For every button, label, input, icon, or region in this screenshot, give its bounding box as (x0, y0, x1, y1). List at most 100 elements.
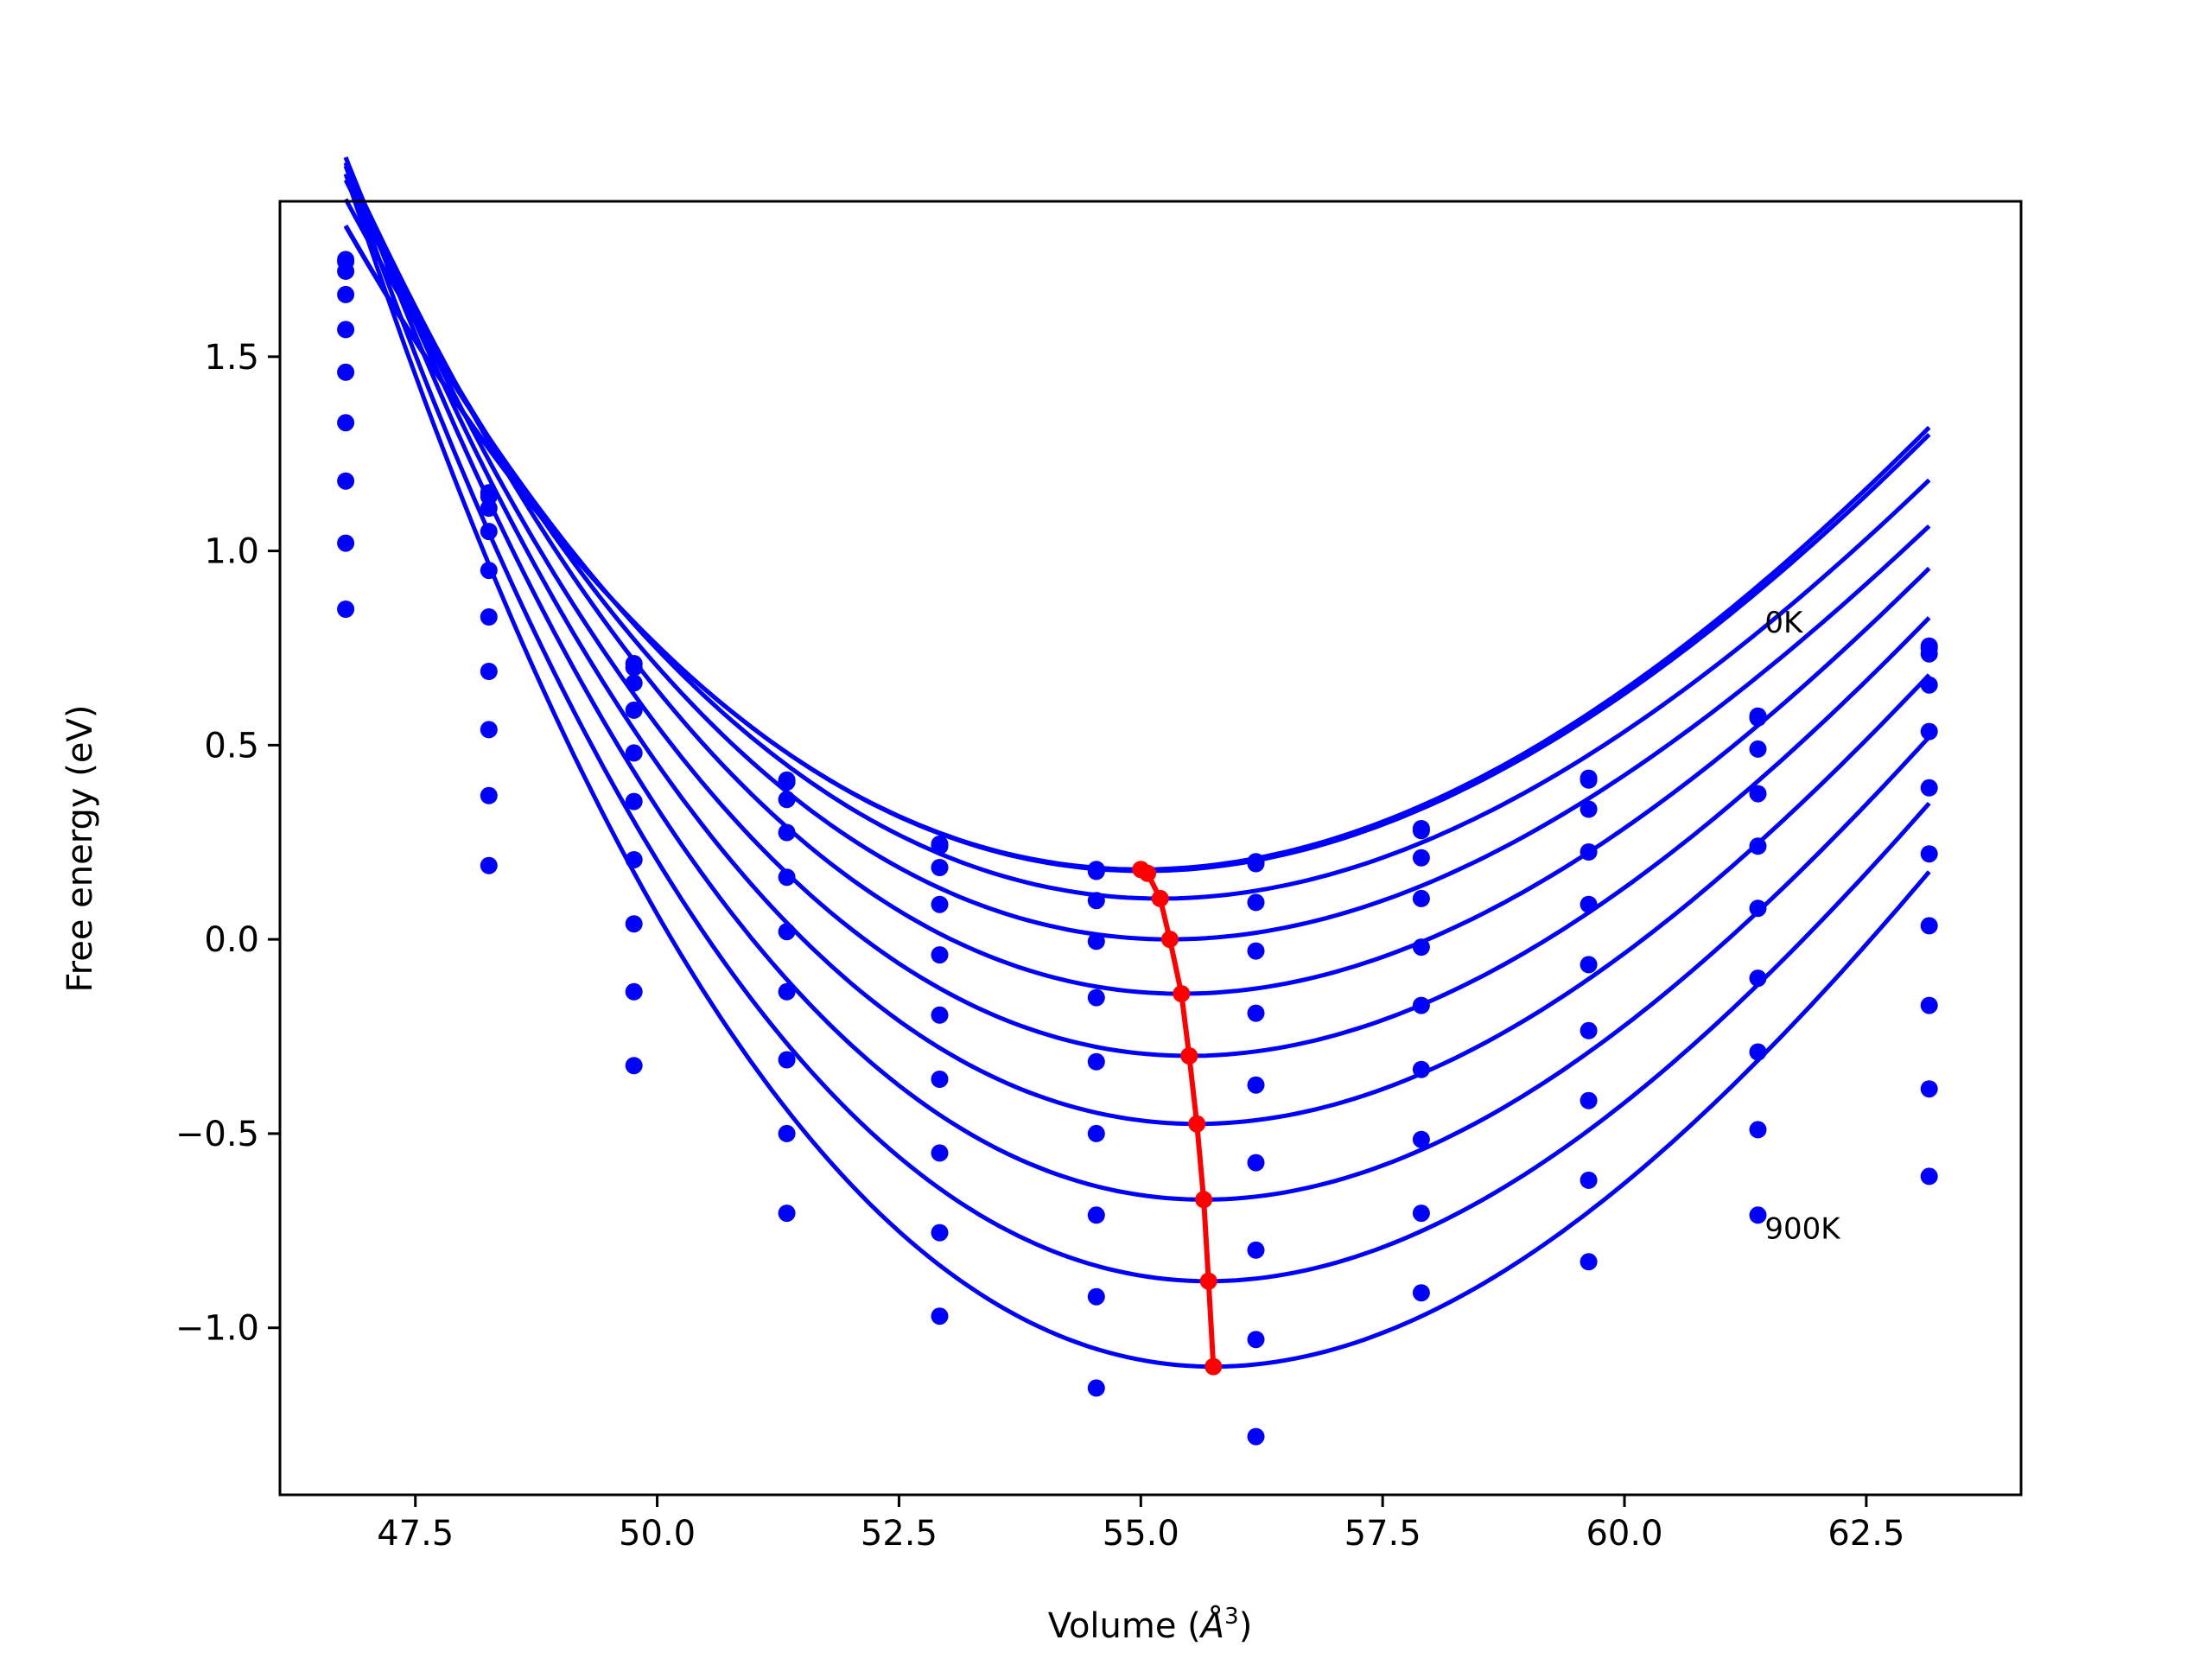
data-point (1247, 1331, 1265, 1349)
data-point (1247, 1427, 1265, 1446)
data-point (1749, 969, 1767, 988)
data-point (480, 608, 498, 626)
data-point (1920, 845, 1938, 863)
fit-curve-6 (343, 162, 1931, 1058)
x-tick-label: 62.5 (1827, 1514, 1904, 1554)
data-point (778, 791, 796, 809)
data-point (1580, 800, 1598, 818)
data-point (1749, 899, 1767, 918)
axes-frame (278, 200, 2023, 1497)
data-point (625, 744, 643, 762)
data-point (778, 1205, 796, 1223)
data-points (337, 251, 1938, 1446)
data-point (337, 472, 355, 490)
minimum-point (1160, 931, 1179, 949)
fit-curve-7 (343, 156, 1931, 1127)
data-point (625, 674, 643, 692)
data-point (1920, 676, 1938, 694)
fit-curve-3 (343, 198, 1931, 901)
data-point (480, 562, 498, 580)
data-point (1412, 1130, 1430, 1148)
data-point (1412, 822, 1430, 840)
fit-curve-10 (343, 173, 1931, 1370)
minimum-path-line (1139, 867, 1217, 1367)
data-point (480, 499, 498, 518)
y-axis-label: Free energy (eV) (60, 705, 100, 993)
data-point (1920, 1167, 1938, 1185)
data-point (1412, 938, 1430, 957)
data-point (1247, 893, 1265, 912)
data-point (337, 262, 355, 280)
data-point (931, 1144, 949, 1162)
fit-curve-4 (343, 179, 1931, 942)
data-point (1749, 709, 1767, 727)
data-point (337, 534, 355, 552)
x-tick-label: 52.5 (861, 1514, 938, 1554)
data-point (931, 1224, 949, 1242)
data-point (1247, 1004, 1265, 1022)
data-point (625, 1057, 643, 1075)
data-point (1087, 1052, 1105, 1071)
data-point (778, 1124, 796, 1142)
data-point (625, 792, 643, 810)
y-tick-label: 0.0 (204, 920, 259, 960)
data-point (778, 923, 796, 941)
data-point (480, 856, 498, 874)
data-point (1580, 1171, 1598, 1189)
data-point (1412, 1060, 1430, 1078)
data-point (1412, 1284, 1430, 1302)
data-point (625, 658, 643, 677)
data-point (1247, 1154, 1265, 1172)
y-tick-label: −1.0 (175, 1309, 259, 1349)
x-tick-label: 60.0 (1586, 1514, 1662, 1554)
data-point (625, 851, 643, 868)
data-point (1580, 771, 1598, 789)
data-point (1580, 843, 1598, 861)
y-tick-label: 1.0 (204, 532, 259, 572)
data-point (1247, 1076, 1265, 1094)
data-point (1412, 996, 1430, 1014)
data-point (480, 786, 498, 804)
minimum-point (1199, 1272, 1217, 1290)
data-point (1749, 837, 1767, 855)
data-point (1087, 892, 1105, 910)
fit-curve-8 (343, 156, 1931, 1202)
minimum-point (1180, 1047, 1198, 1065)
data-point (931, 859, 949, 876)
data-point (931, 895, 949, 913)
data-point (778, 982, 796, 1001)
data-point (1412, 849, 1430, 867)
data-point (1580, 956, 1598, 974)
data-point (1920, 645, 1938, 663)
data-point (931, 837, 949, 855)
data-point (1749, 785, 1767, 803)
temperature-annotation: 900K (1764, 1211, 1841, 1246)
data-point (931, 946, 949, 964)
data-point (1247, 1241, 1265, 1259)
fit-curves (343, 156, 1931, 1370)
data-point (1920, 1080, 1938, 1098)
data-point (337, 285, 355, 303)
fit-curve-5 (343, 162, 1931, 996)
data-point (1247, 855, 1265, 873)
data-point (625, 982, 643, 1001)
minimum-path (1132, 861, 1223, 1376)
y-tick-label: 1.5 (204, 338, 259, 378)
data-point (625, 701, 643, 719)
data-point (337, 321, 355, 339)
y-tick-label: −0.5 (175, 1115, 259, 1154)
data-point (337, 363, 355, 381)
data-point (1580, 1091, 1598, 1109)
x-tick-label: 50.0 (619, 1514, 696, 1554)
minimum-point (1139, 864, 1157, 882)
data-point (1087, 932, 1105, 950)
data-point (625, 915, 643, 933)
data-point (1087, 862, 1105, 880)
minimum-point (1173, 985, 1191, 1003)
data-point (778, 823, 796, 842)
data-point (1087, 1206, 1105, 1224)
data-point (1580, 1021, 1598, 1039)
data-point (1412, 1205, 1430, 1223)
